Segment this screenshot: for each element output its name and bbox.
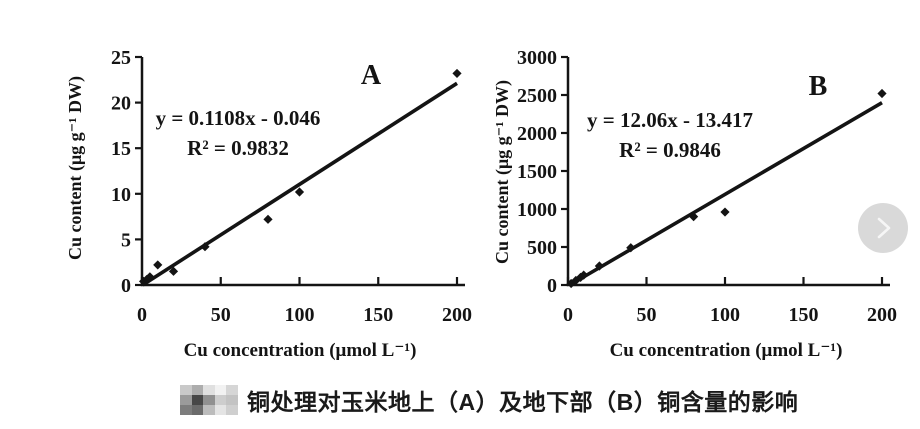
equation-label: y = 12.06x - 13.417	[587, 108, 753, 132]
mosaic-cell	[226, 385, 238, 395]
x-tick-label: 100	[710, 304, 740, 326]
x-tick-label: 50	[211, 304, 231, 326]
axes	[566, 57, 890, 287]
chart-b: 0 500 1000 1500 2000 2500 3000 0 50 100 150 200 y = …	[492, 47, 897, 361]
redacted-label-mosaic	[180, 385, 238, 415]
x-tick-label: 150	[789, 304, 819, 326]
axes	[140, 57, 465, 287]
mosaic-cell	[180, 385, 192, 395]
y-tick-label: 500	[527, 237, 557, 259]
x-tick-label: 0	[563, 304, 573, 326]
r-squared-label: R² = 0.9832	[187, 136, 289, 160]
carousel-next-button[interactable]	[858, 203, 908, 253]
data-point	[153, 260, 163, 270]
trendline	[141, 81, 458, 287]
data-point	[142, 274, 152, 285]
data-point	[200, 242, 210, 252]
data-point	[720, 207, 730, 217]
x-axis-title: Cu concentration (μmol L⁻¹)	[184, 340, 417, 361]
mosaic-cell	[203, 385, 215, 395]
trendline	[568, 101, 883, 287]
y-tick-label: 2000	[517, 123, 557, 145]
mosaic-cell	[180, 405, 192, 415]
x-tick-label: 0	[137, 304, 147, 326]
y-tick-label: 15	[111, 138, 131, 160]
x-tick-label: 200	[442, 304, 472, 326]
x-tick-label: 200	[867, 304, 897, 326]
y-tick-label: 2500	[517, 85, 557, 107]
figure-caption: 铜处理对玉米地上（A）及地下部（B）铜含量的影响	[180, 383, 798, 417]
data-point	[145, 272, 155, 282]
panel-label: A	[361, 60, 382, 91]
data-point	[626, 243, 636, 253]
x-tick-label: 100	[285, 304, 315, 326]
data-point	[877, 88, 887, 99]
mosaic-cell	[191, 405, 204, 415]
mosaic-cell	[226, 405, 238, 415]
mosaic-cell	[226, 395, 238, 405]
mosaic-cell	[203, 395, 215, 405]
mosaic-cell	[191, 385, 204, 395]
mosaic-cell	[191, 395, 204, 405]
equation-label: y = 0.1108x - 0.046	[156, 106, 321, 130]
y-tick-label: 20	[111, 93, 131, 115]
y-tick-label: 10	[111, 184, 131, 206]
y-tick-label: 3000	[517, 47, 557, 69]
y-tick-label: 5	[121, 229, 131, 251]
y-tick-label: 0	[121, 275, 131, 297]
data-point	[579, 270, 589, 280]
mosaic-cell	[214, 395, 227, 405]
figure-caption-text: 铜处理对玉米地上（A）及地下部（B）铜含量的影响	[247, 389, 799, 415]
data-point	[263, 214, 273, 224]
data-point	[452, 68, 462, 79]
y-tick-label: 1000	[517, 199, 557, 221]
y-tick-label: 1500	[517, 161, 557, 183]
data-point	[294, 187, 305, 197]
chart-a: 0 5 10 15 20 25 0 50 100 150 200 y = 0.1108x - 0.04…	[65, 47, 472, 361]
x-tick-label: 50	[637, 304, 657, 326]
x-tick-label: 150	[363, 304, 393, 326]
chevron-right-icon	[877, 217, 891, 239]
mosaic-cell	[214, 405, 227, 415]
panel-label: B	[809, 71, 828, 102]
y-tick-label: 0	[547, 275, 557, 297]
mosaic-cell	[203, 405, 215, 415]
mosaic-cell	[214, 385, 227, 395]
data-point	[168, 266, 179, 276]
mosaic-cell	[180, 395, 192, 405]
y-axis-title: Cu content (μg g⁻¹ DW)	[65, 76, 86, 260]
x-axis-title: Cu concentration (μmol L⁻¹)	[610, 340, 843, 361]
y-axis-title: Cu content (μg g⁻¹ DW)	[492, 80, 513, 264]
r-squared-label: R² = 0.9846	[619, 138, 721, 162]
y-tick-label: 25	[111, 47, 131, 69]
